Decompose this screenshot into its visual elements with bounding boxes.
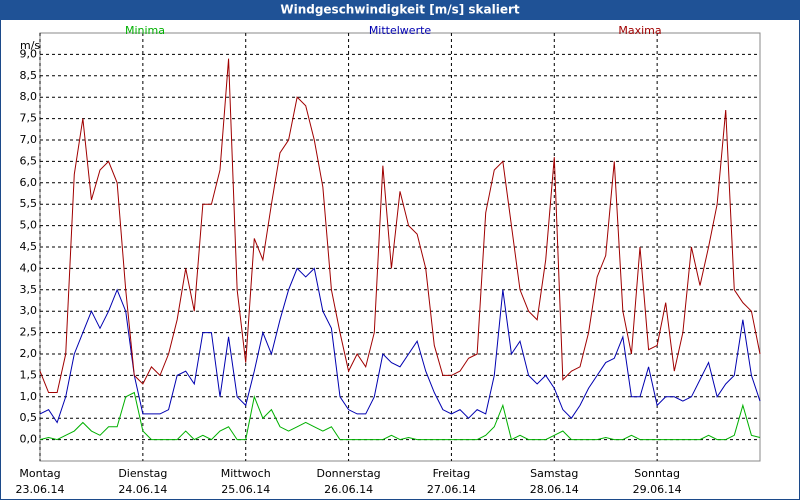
x-tick-date: 25.06.14 xyxy=(221,483,270,496)
series-line xyxy=(39,267,761,424)
legend-label: Minima xyxy=(125,24,165,37)
x-tick-label: Montag xyxy=(19,467,60,480)
y-tick-label: 2,0 xyxy=(20,347,38,360)
y-tick-label: 0,5 xyxy=(20,411,38,424)
y-tick-label: 3,5 xyxy=(20,283,38,296)
y-axis-label: m/s xyxy=(20,39,40,52)
series-line xyxy=(39,58,761,394)
y-tick-label: 2,5 xyxy=(20,326,38,339)
y-tick-label: 8,0 xyxy=(20,90,38,103)
y-tick-label: 5,0 xyxy=(20,219,38,232)
x-tick-date: 23.06.14 xyxy=(16,483,65,496)
y-tick-label: 3,0 xyxy=(20,304,38,317)
x-tick-date: 27.06.14 xyxy=(427,483,476,496)
y-tick-label: 4,5 xyxy=(20,240,38,253)
y-tick-label: 7,0 xyxy=(20,133,38,146)
x-tick-date: 29.06.14 xyxy=(633,483,682,496)
x-tick-label: Freitag xyxy=(433,467,471,480)
y-tick-label: 9,0 xyxy=(20,47,38,60)
legend-label: Maxima xyxy=(618,24,661,37)
x-tick-date: 28.06.14 xyxy=(530,483,579,496)
legend-label: Mittelwerte xyxy=(369,24,432,37)
y-tick-label: 5,5 xyxy=(20,197,38,210)
y-tick-label: 1,5 xyxy=(20,368,38,381)
x-tick-label: Mittwoch xyxy=(221,467,271,480)
y-tick-label: 1,0 xyxy=(20,390,38,403)
y-tick-label: 7,5 xyxy=(20,112,38,125)
x-tick-label: Dienstag xyxy=(118,467,167,480)
title-bar xyxy=(0,0,800,20)
series-line xyxy=(39,391,761,441)
x-tick-label: Sonntag xyxy=(634,467,680,480)
y-tick-label: 0,0 xyxy=(20,433,38,446)
chart-title: Windgeschwindigkeit [m/s] skaliert xyxy=(280,3,520,17)
x-tick-date: 26.06.14 xyxy=(324,483,373,496)
y-tick-label: 6,0 xyxy=(20,176,38,189)
x-tick-date: 24.06.14 xyxy=(118,483,167,496)
y-tick-label: 4,0 xyxy=(20,261,38,274)
x-tick-label: Samstag xyxy=(530,467,578,480)
y-tick-label: 8,5 xyxy=(20,69,38,82)
x-tick-label: Donnerstag xyxy=(316,467,380,480)
y-tick-label: 6,5 xyxy=(20,154,38,167)
